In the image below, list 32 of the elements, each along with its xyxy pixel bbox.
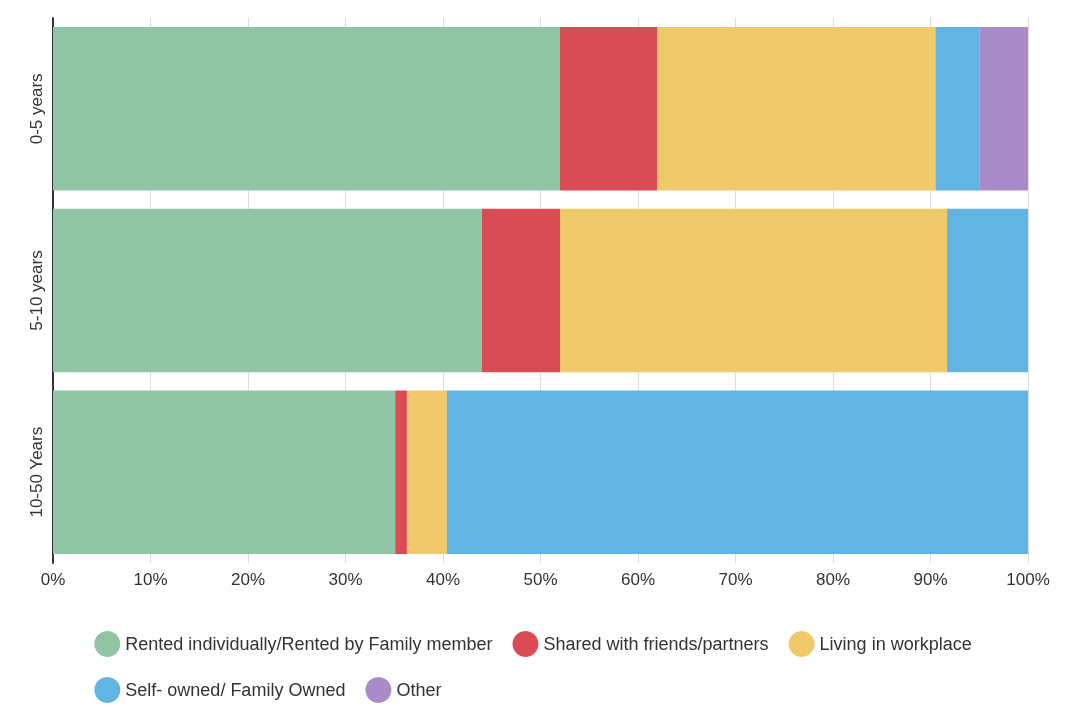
bar bbox=[979, 27, 1028, 191]
x-tick-label: 40% bbox=[425, 570, 461, 589]
y-tick-label: 0-5 years bbox=[27, 73, 46, 145]
bar bbox=[446, 390, 1028, 554]
bar bbox=[560, 27, 658, 191]
bar bbox=[53, 27, 560, 191]
bar bbox=[53, 208, 482, 373]
legend-label: Shared with friends/partners bbox=[543, 634, 769, 654]
bar bbox=[560, 208, 948, 373]
legend-label: Rented individually/Rented by Family member bbox=[125, 634, 493, 654]
bar bbox=[935, 27, 980, 191]
x-tick-label: 10% bbox=[133, 570, 168, 589]
x-tick-label: 70% bbox=[718, 570, 753, 589]
x-tick-label: 0% bbox=[40, 570, 66, 589]
bar bbox=[657, 27, 936, 191]
x-tick-label: 20% bbox=[230, 570, 266, 589]
legend-label: Living in workplace bbox=[819, 634, 972, 654]
bar bbox=[53, 390, 396, 554]
bar bbox=[406, 390, 447, 554]
legend-label: Self- owned/ Family Owned bbox=[125, 680, 346, 700]
x-tick-label: 60% bbox=[620, 570, 656, 589]
bar bbox=[482, 208, 560, 373]
x-tick-label: 80% bbox=[815, 570, 851, 589]
x-tick-label: 100% bbox=[1006, 570, 1050, 589]
x-tick-label: 50% bbox=[523, 570, 558, 589]
y-tick-label: 5-10 years bbox=[27, 250, 46, 331]
bar bbox=[947, 208, 1028, 373]
bar bbox=[395, 390, 407, 554]
y-tick-label: 10-50 Years bbox=[27, 426, 46, 518]
legend-label: Other bbox=[396, 680, 442, 700]
x-tick-label: 90% bbox=[913, 570, 948, 589]
x-tick-label: 30% bbox=[328, 570, 363, 589]
